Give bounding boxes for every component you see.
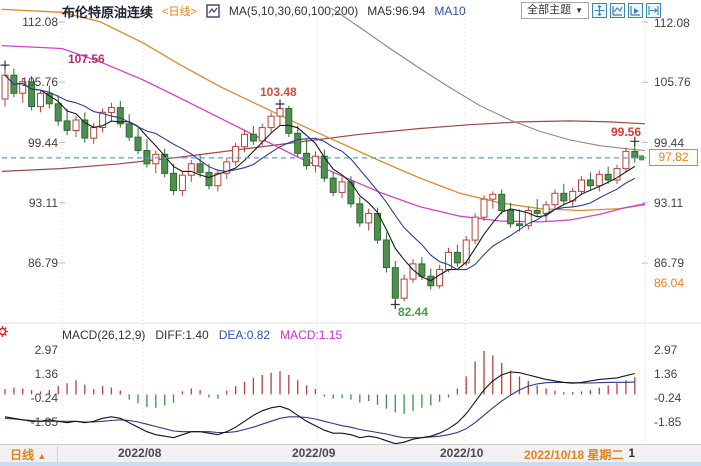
macd-tick-right: -1.85	[654, 415, 682, 429]
zoom-area-button[interactable]	[610, 3, 625, 18]
price-tick-right: 99.44	[654, 136, 685, 150]
kline-indicator-icon[interactable]	[206, 4, 220, 18]
period-label: 日线	[10, 448, 35, 462]
alert-level-label: 86.04	[654, 276, 685, 290]
candle-count-label: 1	[628, 446, 636, 460]
window-high-annotation: 107.56	[68, 52, 105, 66]
chevron-down-icon: ▼	[575, 6, 583, 15]
period-selector[interactable]: 日线 ▲	[10, 446, 46, 463]
macd-tick-right: 2.97	[654, 343, 678, 357]
symbol-name[interactable]: 布伦特原油连续	[62, 4, 154, 20]
play-forward-button[interactable]	[628, 3, 643, 18]
month-label: 2022/08	[118, 446, 162, 460]
jump-to-end-button[interactable]	[646, 3, 661, 18]
month-label: 2022/10	[440, 446, 484, 460]
price-tick-right: 112.08	[654, 16, 690, 30]
macd-diff-label: DIFF:1.40	[155, 328, 209, 342]
crosshair-pan-button[interactable]	[592, 3, 607, 18]
macd-tick-left: 2.97	[34, 343, 58, 357]
macd-tick-left: 1.36	[34, 367, 58, 381]
theme-dropdown-label: 全部主题	[527, 4, 572, 16]
ma5-value-label: MA5:96.94	[367, 4, 426, 18]
triangle-up-icon: ▲	[37, 451, 47, 461]
month-label: 2022/09	[292, 446, 336, 460]
price-tick-right: 105.76	[654, 75, 691, 89]
ma-params-label: MA(5,10,30,60,100,200)	[228, 4, 359, 18]
macd-tick-left: -1.85	[30, 415, 58, 429]
last-price-badge: 97.82	[649, 149, 698, 166]
time-axis-bar: 日线 ▲ 2022/08 2022/09 2022/10 2022/10/18 …	[0, 444, 701, 462]
current-date-group: 2022/10/18 星期二 1	[524, 446, 635, 463]
price-tick-right: 93.11	[654, 196, 684, 210]
macd-tick-left: -0.24	[30, 391, 58, 405]
chart-toolbar: 全部主题 ▼	[521, 2, 661, 19]
price-tick-left: 99.44	[27, 136, 58, 150]
price-tick-left: 86.79	[27, 256, 58, 270]
macd-value-label: MACD:1.15	[280, 328, 343, 342]
price-tick-right: 86.79	[654, 256, 685, 270]
window-low-annotation: 82.44	[398, 305, 429, 319]
current-date-label: 2022/10/18 星期二	[524, 448, 624, 462]
macd-tick-right: -0.24	[654, 391, 682, 405]
ma10-value-label: MA10	[434, 4, 466, 18]
recent-high-annotation: 99.56	[611, 125, 642, 139]
theme-dropdown[interactable]: 全部主题 ▼	[521, 2, 589, 19]
macd-header: MACD(26,12,9) DIFF:1.40 DEA:0.82 MACD:1.…	[62, 328, 342, 342]
bottom-scroll-strip[interactable]	[0, 462, 701, 466]
indicator-settings-gear-icon[interactable]	[0, 325, 9, 343]
macd-tick-right: 1.36	[654, 367, 678, 381]
chart-header: 布伦特原油连续 <日线> MA(5,10,30,60,100,200) MA5:…	[62, 3, 466, 20]
period-tag[interactable]: <日线>	[162, 6, 197, 18]
swing-high-annotation: 103.48	[260, 85, 297, 99]
price-tick-left: 112.08	[22, 15, 58, 29]
divider	[57, 446, 58, 462]
price-tick-left: 105.76	[21, 75, 58, 89]
price-tick-left: 93.11	[28, 196, 58, 210]
macd-params-label: MACD(26,12,9)	[62, 328, 146, 342]
macd-dea-label: DEA:0.82	[218, 328, 271, 342]
